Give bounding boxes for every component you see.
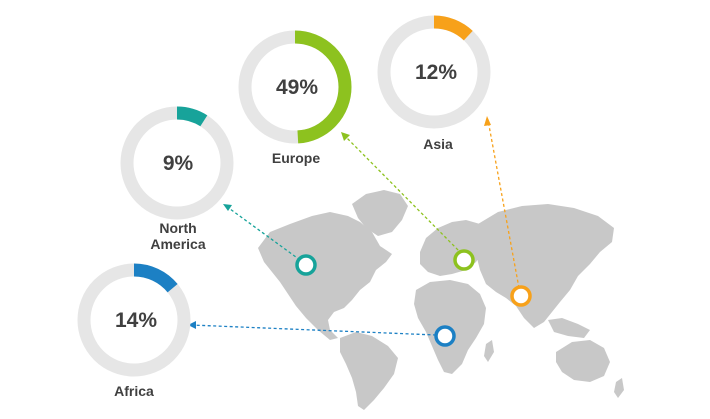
donut-africa: 14% (77, 263, 191, 377)
map-north-america (258, 212, 392, 340)
arrowhead-africa (188, 321, 196, 329)
map-asia (474, 204, 614, 328)
map-southeast-asia (548, 318, 590, 338)
arrowhead-europe (341, 132, 350, 141)
donut-europe: 49% (238, 30, 352, 144)
region-label-north-america-line2: America (150, 236, 205, 252)
marker-asia (510, 285, 532, 307)
leader-line-europe (342, 133, 463, 255)
donut-asia: 12% (377, 15, 491, 129)
leader-arrowheads (188, 116, 491, 329)
leader-lines (190, 119, 520, 336)
location-markers (295, 249, 532, 347)
donut-value-europe: 49% (276, 76, 318, 99)
donut-arc-north-america (120, 106, 234, 220)
donut-value-africa: 14% (115, 309, 157, 332)
region-label-asia: Asia (423, 136, 453, 152)
arrowhead-asia (484, 116, 491, 126)
map-greenland (352, 190, 408, 236)
leader-line-north-america (225, 205, 301, 261)
leader-line-asia (487, 119, 520, 289)
donut-arc-europe (238, 30, 352, 144)
leader-line-africa (190, 324, 437, 336)
map-new-zealand (614, 378, 624, 398)
region-label-africa: Africa (114, 383, 154, 399)
donut-arc-asia (377, 15, 491, 129)
donut-value-asia: 12% (415, 61, 457, 84)
region-label-europe: Europe (272, 150, 320, 166)
donut-north-america: 9% (120, 106, 234, 220)
map-south-america (340, 332, 398, 410)
region-label-north-america-line1: North (159, 220, 196, 236)
world-map (258, 190, 624, 410)
marker-africa (434, 325, 456, 347)
marker-north-america (295, 254, 317, 276)
marker-europe (453, 249, 475, 271)
map-madagascar (484, 340, 494, 362)
donut-value-north-america: 9% (163, 152, 194, 175)
arrowhead-north-america (223, 204, 232, 211)
map-australia (556, 340, 610, 382)
donut-arc-africa (77, 263, 191, 377)
